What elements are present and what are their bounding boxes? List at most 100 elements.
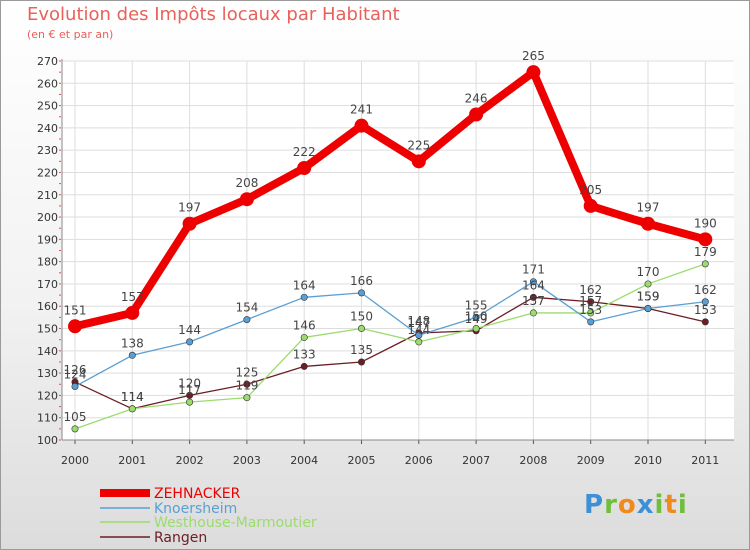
series-line-zehnacker — [71, 68, 710, 331]
data-label: 222 — [293, 145, 316, 159]
data-label: 157 — [121, 290, 144, 304]
point-zehnacker — [411, 154, 426, 169]
plot-area — [62, 61, 734, 440]
legend-label: Westhouse-Marmoutier — [154, 515, 317, 531]
y-tick-label: 240 — [37, 122, 58, 135]
x-tick-label: 2011 — [691, 454, 719, 467]
x-tick-label: 2005 — [348, 454, 376, 467]
y-tick-label: 150 — [37, 323, 58, 336]
data-label: 164 — [522, 278, 545, 292]
point-zehnacker — [297, 161, 312, 176]
point-westhouse-marmoutier — [71, 425, 79, 433]
data-label: 126 — [64, 363, 87, 377]
data-label: 150 — [465, 310, 488, 324]
grid — [62, 60, 734, 441]
y-tick-label: 160 — [37, 300, 58, 313]
point-rangen — [243, 380, 251, 388]
x-tick-label: 2003 — [233, 454, 261, 467]
x-tick-label: 2008 — [519, 454, 547, 467]
data-label: 138 — [121, 336, 144, 350]
point-knoersheim — [71, 382, 79, 390]
data-label: 225 — [407, 138, 430, 152]
point-westhouse-marmoutier — [243, 394, 251, 402]
x-tick-label: 2006 — [405, 454, 433, 467]
data-label: 133 — [293, 347, 316, 361]
point-zehnacker — [354, 118, 369, 133]
data-label: 241 — [350, 103, 373, 117]
point-westhouse-marmoutier — [644, 280, 652, 288]
point-zehnacker — [239, 192, 254, 207]
legend-label: Knoersheim — [154, 501, 237, 517]
point-knoersheim — [587, 318, 595, 326]
data-label: 114 — [121, 390, 144, 404]
x-tick-label: 2007 — [462, 454, 490, 467]
point-knoersheim — [357, 289, 365, 297]
point-rangen — [529, 293, 537, 301]
data-label: 197 — [178, 201, 201, 215]
point-westhouse-marmoutier — [587, 309, 595, 317]
logo-letter: P — [584, 490, 605, 520]
legend-label: ZEHNACKER — [154, 486, 241, 502]
data-label: 120 — [178, 376, 201, 390]
data-label: 144 — [407, 323, 430, 337]
y-tick-label: 200 — [37, 211, 58, 224]
y-tick-label: 190 — [37, 233, 58, 246]
y-tick-label: 130 — [37, 367, 58, 380]
y-tick-label: 220 — [37, 166, 58, 179]
series-line-knoersheim — [74, 281, 706, 388]
data-label: 190 — [694, 216, 717, 230]
logo-letter: r — [604, 490, 618, 520]
data-label: 265 — [522, 49, 545, 63]
data-label: 162 — [694, 283, 717, 297]
point-westhouse-marmoutier — [186, 398, 194, 406]
data-label: 105 — [64, 410, 87, 424]
point-westhouse-marmoutier — [357, 325, 365, 333]
point-zehnacker — [469, 107, 484, 122]
logo-letter: i — [677, 490, 688, 520]
data-label: 164 — [293, 278, 316, 292]
proxiti-logo: Proxiti — [584, 490, 688, 520]
data-labels: 126 114 120 125 133 135 148 149 164 162 159 153 105 1… — [64, 49, 717, 424]
data-label: 148 — [407, 314, 430, 328]
axes: 100 110 120 130 140 150 160 170 180 190 200 210 220 2… — [37, 55, 734, 467]
point-westhouse-marmoutier — [701, 260, 709, 268]
point-rangen — [357, 358, 365, 366]
series-group — [68, 65, 713, 433]
data-label: 197 — [637, 201, 660, 215]
data-label: 150 — [350, 310, 373, 324]
logo-letter: x — [636, 490, 655, 520]
chart-subtitle: (en € et par an) — [27, 28, 114, 41]
point-knoersheim — [701, 298, 709, 306]
data-label: 208 — [235, 176, 258, 190]
point-zehnacker — [526, 65, 541, 80]
point-westhouse-marmoutier — [128, 405, 136, 413]
data-label: 124 — [64, 367, 87, 381]
point-zehnacker — [68, 319, 82, 334]
point-westhouse-marmoutier — [472, 325, 480, 333]
data-label: 119 — [235, 379, 258, 393]
data-label: 125 — [235, 365, 258, 379]
point-zehnacker — [641, 216, 655, 231]
point-knoersheim — [300, 293, 308, 301]
point-knoersheim — [415, 331, 423, 339]
x-tick-label: 2004 — [290, 454, 318, 467]
legend-label: Rangen — [154, 530, 207, 546]
data-label: 157 — [522, 294, 545, 308]
data-label: 170 — [637, 265, 660, 279]
data-label: 166 — [350, 274, 373, 288]
point-rangen — [701, 318, 709, 326]
data-label: 151 — [64, 303, 87, 317]
data-label: 246 — [465, 92, 488, 106]
chart-title: Evolution des Impôts locaux par Habitant — [27, 4, 400, 25]
point-rangen — [300, 362, 308, 370]
point-westhouse-marmoutier — [529, 309, 537, 317]
data-label: 205 — [579, 183, 602, 197]
y-tick-label: 180 — [37, 256, 58, 269]
data-label: 117 — [178, 383, 201, 397]
y-tick-label: 270 — [37, 55, 58, 68]
y-tick-label: 120 — [37, 389, 58, 402]
legend: ZEHNACKERKnoersheimWesthouse-MarmoutierR… — [100, 486, 317, 546]
data-label: 179 — [694, 245, 717, 259]
point-zehnacker — [583, 198, 598, 213]
data-label: 162 — [579, 283, 602, 297]
